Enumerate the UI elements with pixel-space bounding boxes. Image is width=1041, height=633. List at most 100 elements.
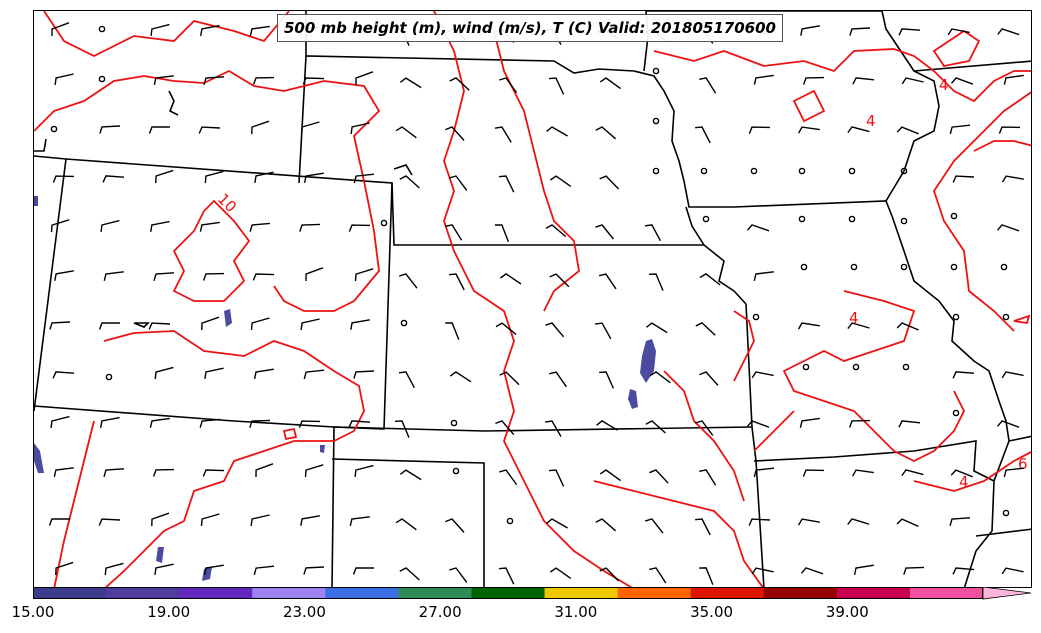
calm-wind-circle [950,212,958,220]
wind-barb [499,273,522,285]
colorbar-tick-label: 27.00 [418,603,462,621]
wind-barb [847,322,870,330]
wind-barb [498,175,515,193]
wind-barb [354,268,374,282]
colorbar-tick-label: 23.00 [282,603,326,621]
wind-barb [595,518,617,532]
wind-barb [546,518,568,529]
wind-barb [54,73,74,86]
boundary-line [913,60,1031,72]
wind-barb [104,562,124,576]
wind-barb [952,371,975,379]
boundary-line [753,440,995,587]
wind-barb [753,467,775,478]
boundary-line [975,528,1031,537]
calm-wind-circle [1002,509,1010,517]
wind-barb [797,518,820,526]
wind-barb [399,567,420,581]
wind-barb [548,77,565,95]
boundary-line [331,458,485,587]
colorbar-segment [471,587,546,599]
wind-barb [748,126,771,134]
calm-wind-circle [400,319,408,327]
wind-barb [99,125,121,134]
colorbar [33,587,1032,600]
wind-barb [548,469,565,487]
wind-barb [746,224,770,232]
calm-wind-circle [950,263,958,271]
wind-barb [150,23,170,36]
wind-barb [254,171,274,184]
wind-barb [595,224,614,240]
boundary-line [34,138,47,152]
boundary-line [393,164,413,176]
wind-barb [449,567,468,583]
wind-barb [398,273,418,289]
calm-wind-circle [380,219,388,227]
wind-barb [199,221,220,232]
wind-barb [52,371,75,379]
wind-barb [498,567,515,585]
boundary-line [133,322,150,328]
wind-barb [699,371,719,386]
wind-barb [499,469,518,486]
wind-barb [252,76,275,85]
colorbar-segment [763,587,838,599]
wind-barb [303,172,324,184]
wind-barb [395,518,417,531]
wind-speed-shading [34,196,656,581]
wind-barb [595,126,617,140]
calm-wind-circle [702,215,710,223]
wind-barb [598,273,617,290]
wind-barb [797,126,820,134]
wind-barb [149,417,170,428]
wind-barb [645,322,668,334]
contour-line [733,310,755,382]
wind-barb [599,175,620,190]
wind-barb [200,513,220,526]
wind-barb [100,219,120,232]
colorbar-segment [252,587,326,599]
wind-barb [100,416,120,429]
boundary-line [168,90,179,116]
wind-barb [802,469,825,477]
wind-barb [350,122,370,135]
wind-barb [51,22,70,37]
colorbar-segment [690,587,765,599]
calm-wind-circle [752,313,760,321]
contour-label: 4 [959,473,969,491]
wind-barb [1003,74,1024,85]
boundary-line [298,55,635,184]
map-title: 500 mb height (m), wind (m/s), T (C) Val… [277,14,783,42]
wind-barb [998,126,1021,134]
colorbar-segment [325,587,399,599]
wind-barb [394,420,410,438]
wind-barb [802,76,825,85]
calm-wind-circle [848,215,856,223]
wind-barb [199,418,221,428]
calm-wind-circle [952,409,960,417]
wind-barb [549,371,567,388]
wind-barb [103,271,124,281]
wind-barb [800,567,824,575]
wind-barb [201,316,220,331]
calm-wind-circle [900,263,908,271]
calm-wind-circle [50,125,58,133]
calm-wind-circle [902,363,910,371]
wind-barb [151,512,170,527]
wind-barb [155,169,174,184]
contour-line [43,11,290,58]
wind-barb [203,76,225,86]
wind-barb [445,224,463,241]
calm-wind-circle [952,313,960,321]
wind-barb [398,371,416,389]
wind-barb [255,463,274,478]
shaded-area [640,339,656,383]
wind-barb [98,518,121,526]
wind-barb [102,175,125,183]
colorbar-segment [179,587,253,599]
boundary-line [685,206,705,246]
contour-line [653,48,1031,103]
contour-line [663,370,745,502]
wind-barb [445,322,460,340]
